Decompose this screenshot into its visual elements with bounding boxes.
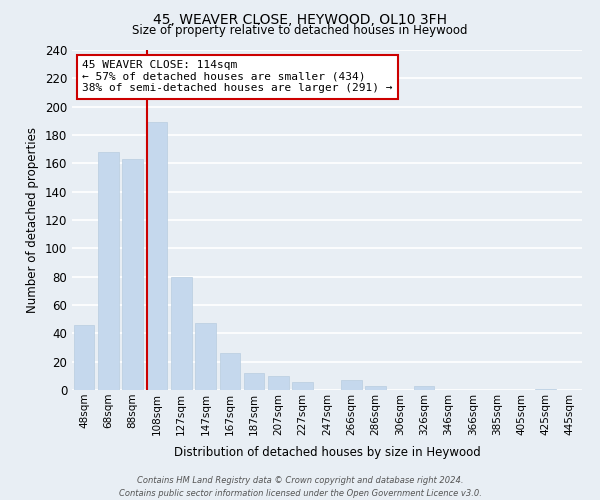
Bar [122,159,143,390]
Bar [341,380,362,390]
Text: Contains HM Land Registry data © Crown copyright and database right 2024.
Contai: Contains HM Land Registry data © Crown c… [119,476,481,498]
Bar [195,324,216,390]
Bar [244,373,265,390]
Bar [171,276,191,390]
Bar [535,388,556,390]
Text: Size of property relative to detached houses in Heywood: Size of property relative to detached ho… [132,24,468,37]
Y-axis label: Number of detached properties: Number of detached properties [26,127,39,313]
Bar [268,376,289,390]
Text: 45 WEAVER CLOSE: 114sqm
← 57% of detached houses are smaller (434)
38% of semi-d: 45 WEAVER CLOSE: 114sqm ← 57% of detache… [82,60,392,94]
Bar [220,353,240,390]
Bar [365,386,386,390]
Bar [414,386,434,390]
Bar [146,122,167,390]
Text: 45, WEAVER CLOSE, HEYWOOD, OL10 3FH: 45, WEAVER CLOSE, HEYWOOD, OL10 3FH [153,12,447,26]
Bar [74,325,94,390]
Bar [98,152,119,390]
Bar [292,382,313,390]
X-axis label: Distribution of detached houses by size in Heywood: Distribution of detached houses by size … [173,446,481,459]
